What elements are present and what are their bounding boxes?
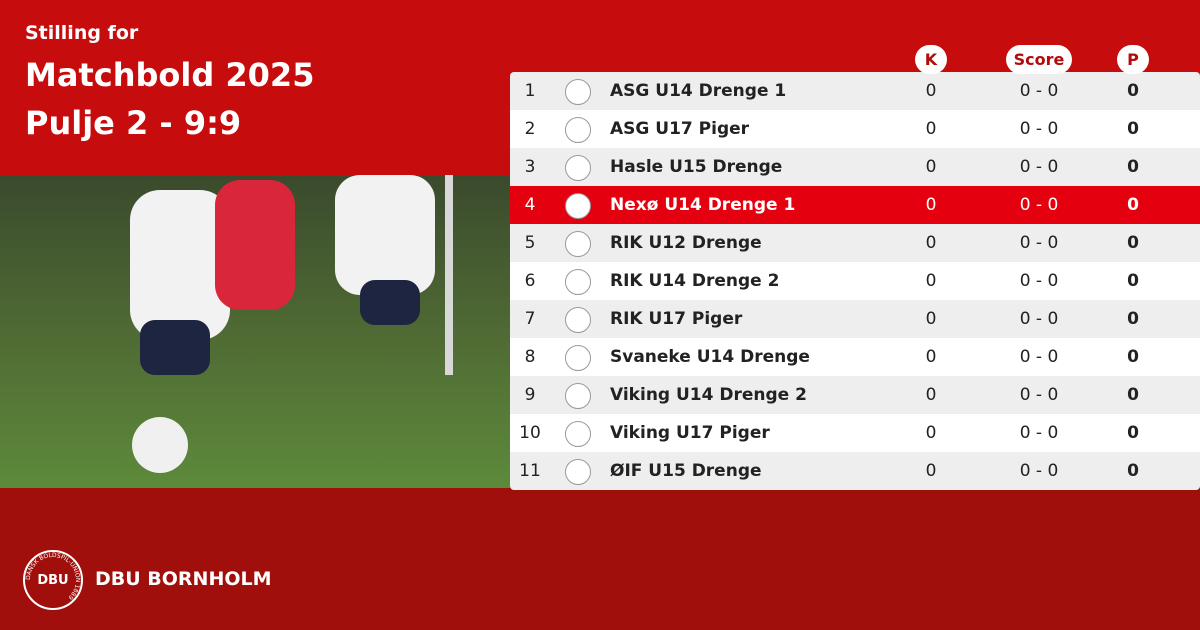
rank: 7 [524, 309, 536, 329]
footer-band [0, 488, 1200, 630]
team-logo [565, 79, 591, 105]
k: 0 [925, 119, 937, 139]
points: 0 [1127, 81, 1139, 101]
rank: 4 [524, 195, 536, 215]
team-name: RIK U12 Drenge [610, 233, 762, 253]
k: 0 [925, 309, 937, 329]
rank: 2 [524, 119, 536, 139]
photo [0, 175, 510, 488]
score: 0 - 0 [1019, 347, 1059, 367]
team-name: Viking U17 Piger [610, 423, 770, 443]
score: 0 - 0 [1019, 385, 1059, 405]
score: 0 - 0 [1019, 233, 1059, 253]
column-header: Score [1006, 45, 1072, 74]
score: 0 - 0 [1019, 119, 1059, 139]
points: 0 [1127, 347, 1139, 367]
table-row: 10 Viking U17 Piger 0 0 - 0 0 [510, 414, 1200, 452]
points: 0 [1127, 233, 1139, 253]
team-name: Viking U14 Drenge 2 [610, 385, 807, 405]
team-logo [565, 421, 591, 447]
team-logo [565, 193, 591, 219]
k: 0 [925, 195, 937, 215]
table-row: 5 RIK U12 Drenge 0 0 - 0 0 [510, 224, 1200, 262]
logo-text: DBU [37, 573, 68, 588]
rank: 6 [524, 271, 536, 291]
team-logo [565, 269, 591, 295]
score: 0 - 0 [1019, 423, 1059, 443]
table-row: 3 Hasle U15 Drenge 0 0 - 0 0 [510, 148, 1200, 186]
team-name: ASG U17 Piger [610, 119, 750, 139]
k: 0 [925, 385, 937, 405]
points: 0 [1127, 309, 1139, 329]
score: 0 - 0 [1019, 461, 1059, 481]
score: 0 - 0 [1019, 157, 1059, 177]
points: 0 [1127, 195, 1139, 215]
team-logo [565, 459, 591, 485]
points: 0 [1127, 385, 1139, 405]
standings-table: 1 ASG U14 Drenge 1 0 0 - 0 0 2 ASG U17 Piger 0 0… [510, 72, 1200, 490]
team-name: ØIF U15 Drenge [610, 461, 762, 481]
rank: 11 [519, 461, 541, 481]
team-logo [565, 383, 591, 409]
rank: 3 [524, 157, 536, 177]
rank: 5 [524, 233, 536, 253]
team-name: Hasle U15 Drenge [610, 157, 783, 177]
column-header: P [1117, 45, 1149, 74]
table-row: 8 Svaneke U14 Drenge 0 0 - 0 0 [510, 338, 1200, 376]
rank: 8 [524, 347, 536, 367]
rank: 1 [524, 81, 536, 101]
points: 0 [1127, 271, 1139, 291]
table-row: 2 ASG U17 Piger 0 0 - 0 0 [510, 110, 1200, 148]
table-row: 1 ASG U14 Drenge 1 0 0 - 0 0 [510, 72, 1200, 110]
k: 0 [925, 233, 937, 253]
rank: 10 [519, 423, 541, 443]
team-name: ASG U14 Drenge 1 [610, 81, 787, 101]
kicker: Stilling for [25, 22, 139, 44]
k: 0 [925, 347, 937, 367]
score: 0 - 0 [1019, 271, 1059, 291]
score: 0 - 0 [1019, 195, 1059, 215]
k: 0 [925, 271, 937, 291]
team-logo [565, 307, 591, 333]
k: 0 [925, 423, 937, 443]
team-name: Svaneke U14 Drenge [610, 347, 810, 367]
column-header: K [915, 45, 947, 74]
table-row: 11 ØIF U15 Drenge 0 0 - 0 0 [510, 452, 1200, 490]
table-row: 6 RIK U14 Drenge 2 0 0 - 0 0 [510, 262, 1200, 300]
team-logo [565, 117, 591, 143]
points: 0 [1127, 157, 1139, 177]
subtitle: Pulje 2 - 9:9 [25, 104, 242, 142]
points: 0 [1127, 423, 1139, 443]
points: 0 [1127, 119, 1139, 139]
org-name: DBU BORNHOLM [95, 568, 272, 590]
title: Matchbold 2025 [25, 56, 315, 94]
score: 0 - 0 [1019, 81, 1059, 101]
dbu-logo: DANSK BOLDSPIL-UNION 1889 DBU [23, 550, 83, 610]
table-row: 4 Nexø U14 Drenge 1 0 0 - 0 0 [510, 186, 1200, 224]
team-logo [565, 345, 591, 371]
table-row: 7 RIK U17 Piger 0 0 - 0 0 [510, 300, 1200, 338]
team-name: Nexø U14 Drenge 1 [610, 195, 796, 215]
score: 0 - 0 [1019, 309, 1059, 329]
k: 0 [925, 157, 937, 177]
rank: 9 [524, 385, 536, 405]
points: 0 [1127, 461, 1139, 481]
k: 0 [925, 461, 937, 481]
table-row: 9 Viking U14 Drenge 2 0 0 - 0 0 [510, 376, 1200, 414]
team-logo [565, 231, 591, 257]
k: 0 [925, 81, 937, 101]
team-name: RIK U14 Drenge 2 [610, 271, 780, 291]
team-logo [565, 155, 591, 181]
team-name: RIK U17 Piger [610, 309, 743, 329]
